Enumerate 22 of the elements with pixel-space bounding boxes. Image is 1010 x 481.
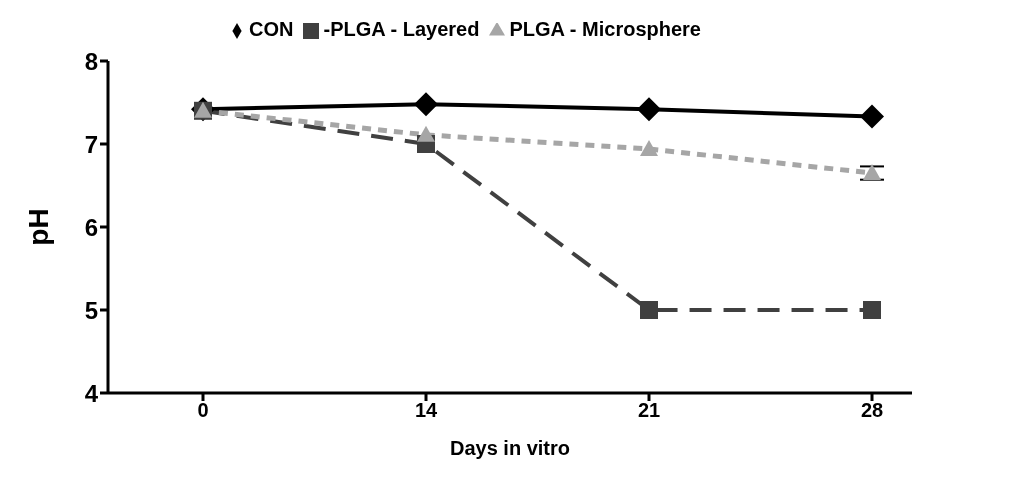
y-tick-label: 8 xyxy=(84,47,98,75)
point xyxy=(637,97,661,122)
legend-label: -PLGA - Layered xyxy=(323,18,480,40)
x-tick-label: 0 xyxy=(197,399,209,422)
point xyxy=(863,301,881,319)
point xyxy=(414,92,438,117)
y-tick-label: 4 xyxy=(84,379,99,407)
x-tick-label: 21 xyxy=(637,399,661,422)
legend-label: PLGA - Microsphere xyxy=(509,18,701,40)
point xyxy=(640,139,658,156)
x-tick-label: 14 xyxy=(414,399,438,422)
y-tick-label: 7 xyxy=(84,130,98,158)
point xyxy=(640,301,658,319)
x-tick-label: 28 xyxy=(860,399,884,422)
y-tick-label: 5 xyxy=(84,296,98,324)
point xyxy=(860,104,884,129)
y-tick-label: 6 xyxy=(84,213,98,241)
legend-label: CON xyxy=(249,18,294,40)
point xyxy=(863,164,881,181)
x-axis-title: Days in vitro xyxy=(449,437,571,459)
y-axis-title: pH xyxy=(22,208,54,246)
point xyxy=(417,125,435,142)
